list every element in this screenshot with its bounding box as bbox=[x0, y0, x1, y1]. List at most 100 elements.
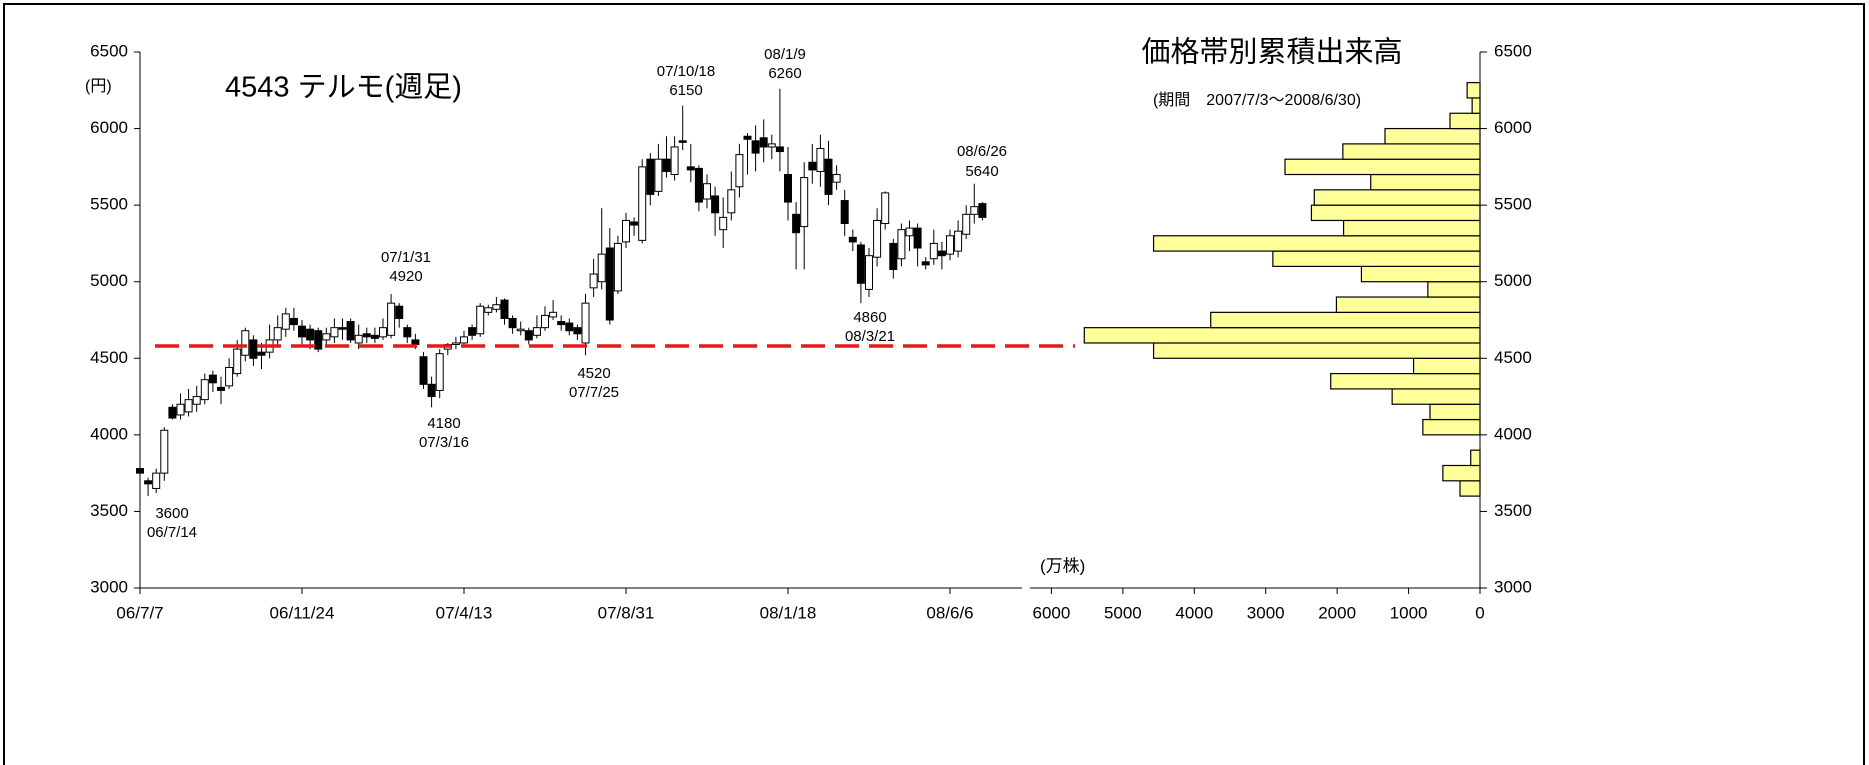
annotation-date: 08/6/26 bbox=[957, 143, 1007, 160]
candle-body bbox=[273, 327, 282, 341]
candle-body bbox=[419, 356, 428, 385]
candle-body bbox=[184, 399, 193, 413]
candle-body bbox=[468, 327, 477, 336]
candle-body bbox=[946, 235, 954, 255]
candle-body bbox=[573, 327, 582, 335]
candle-body bbox=[176, 403, 185, 416]
candle-body bbox=[792, 213, 801, 234]
candle-body bbox=[735, 154, 744, 188]
y-tick-label: 3000 bbox=[90, 577, 128, 596]
candle-body bbox=[354, 334, 363, 344]
candle-body bbox=[905, 227, 914, 237]
volume-bar bbox=[1335, 296, 1481, 313]
candle-body bbox=[257, 351, 266, 356]
candle-body bbox=[662, 158, 671, 172]
volume-bar bbox=[1152, 342, 1481, 359]
volume-bar bbox=[1384, 127, 1481, 145]
candle-body bbox=[597, 253, 606, 283]
candle-body bbox=[427, 383, 436, 398]
candle-body bbox=[970, 206, 979, 215]
candle-body bbox=[233, 348, 242, 375]
candle-body bbox=[800, 177, 809, 228]
candle-body bbox=[694, 167, 703, 203]
annotation-date: 08/3/21 bbox=[845, 328, 895, 345]
candle-body bbox=[403, 327, 412, 338]
candle-body bbox=[168, 406, 177, 419]
volume-bar bbox=[1429, 403, 1481, 421]
candle-body bbox=[241, 330, 250, 356]
volume-bar bbox=[1210, 311, 1481, 329]
candle-body bbox=[136, 468, 144, 474]
candle-body bbox=[913, 227, 922, 249]
y-tick-label: 4500 bbox=[1494, 348, 1532, 367]
x-tick-label: 3000 bbox=[1247, 603, 1285, 622]
y-tick-label: 5000 bbox=[90, 271, 128, 290]
annotation-value: 3600 bbox=[155, 505, 188, 522]
candle-body bbox=[897, 229, 906, 260]
y-axis-label: (円) bbox=[85, 78, 112, 95]
y-tick-label: 6000 bbox=[90, 118, 128, 137]
x-axis-label: (万株) bbox=[1040, 556, 1085, 575]
candle-body bbox=[200, 379, 209, 401]
candle-body bbox=[516, 328, 525, 332]
candle-body bbox=[492, 304, 501, 310]
candle-body bbox=[524, 330, 533, 341]
candle-body bbox=[338, 327, 347, 330]
candle-body bbox=[824, 158, 833, 195]
x-tick-label: 0 bbox=[1475, 603, 1484, 622]
volume-bar bbox=[1342, 143, 1481, 160]
candle-body bbox=[395, 305, 404, 319]
x-tick-label: 6000 bbox=[1033, 603, 1071, 622]
candle-body bbox=[767, 143, 776, 148]
volume-bar bbox=[1284, 158, 1481, 176]
annotation-value: 6150 bbox=[669, 82, 702, 99]
candle-body bbox=[865, 255, 873, 290]
profile-subtitle: (期間 2007/7/3～2008/6/30) bbox=[1153, 91, 1361, 109]
volume-bar bbox=[1459, 480, 1481, 497]
y-tick-label: 5500 bbox=[1494, 195, 1532, 214]
candle-body bbox=[889, 242, 898, 270]
x-tick-label: 07/8/31 bbox=[598, 603, 655, 622]
candle-body bbox=[500, 299, 509, 319]
candle-body bbox=[557, 321, 566, 326]
y-tick-label: 4500 bbox=[90, 348, 128, 367]
annotation-date: 07/3/16 bbox=[419, 434, 469, 451]
annotation-date: 07/7/25 bbox=[569, 384, 619, 401]
candle-body bbox=[346, 321, 355, 341]
volume-bar bbox=[1442, 464, 1481, 482]
y-tick-label: 5000 bbox=[1494, 271, 1532, 290]
annotation-value: 5640 bbox=[965, 163, 998, 180]
candle-body bbox=[208, 374, 217, 384]
volume-bar bbox=[1449, 112, 1481, 130]
x-tick-label: 08/1/18 bbox=[760, 603, 817, 622]
candle-body bbox=[962, 213, 971, 235]
candle-body bbox=[873, 219, 882, 258]
candle-body bbox=[581, 302, 590, 344]
candle-body bbox=[622, 219, 630, 243]
y-tick-label: 6000 bbox=[1494, 118, 1532, 137]
volume-bar bbox=[1342, 219, 1481, 237]
candle-body bbox=[646, 158, 655, 195]
candle-body bbox=[451, 342, 460, 346]
candle-body bbox=[881, 192, 890, 225]
x-tick-label: 06/7/7 bbox=[116, 603, 163, 622]
frame bbox=[3, 3, 1865, 765]
candle-body bbox=[532, 327, 541, 336]
volume-bar bbox=[1330, 373, 1481, 390]
annotation-date: 07/10/18 bbox=[657, 63, 715, 80]
candle-body bbox=[541, 314, 549, 329]
volume-bar bbox=[1313, 189, 1481, 206]
candle-body bbox=[784, 174, 792, 203]
candle-body bbox=[298, 325, 306, 338]
candle-body bbox=[362, 333, 371, 338]
candle-body bbox=[613, 242, 622, 292]
candle-body bbox=[217, 386, 225, 391]
candle-body bbox=[751, 140, 760, 154]
candle-body bbox=[978, 203, 987, 218]
candle-body bbox=[832, 174, 841, 183]
volume-bar bbox=[1083, 327, 1481, 344]
candle-body bbox=[330, 327, 339, 338]
annotation-value: 4920 bbox=[389, 268, 422, 285]
candle-body bbox=[144, 480, 153, 485]
